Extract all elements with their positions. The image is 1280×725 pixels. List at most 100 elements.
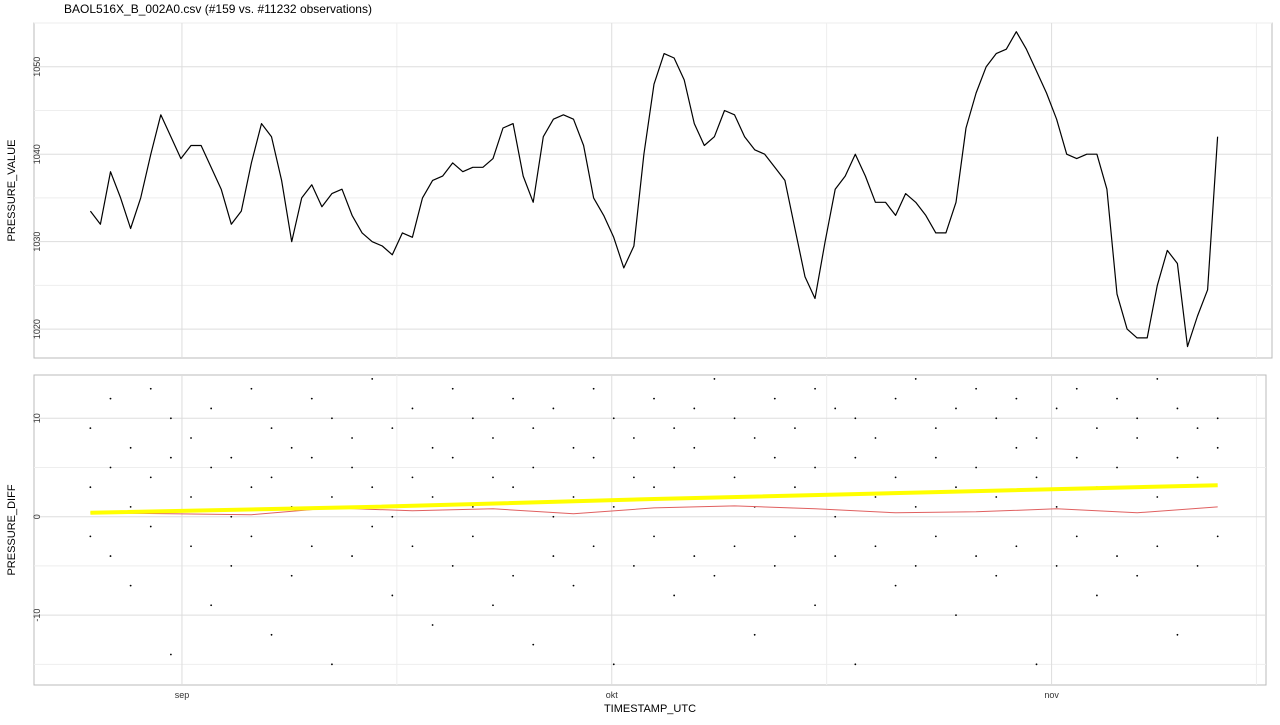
data-point [995, 417, 998, 420]
data-point [230, 515, 233, 518]
data-point [552, 407, 555, 410]
data-point [753, 633, 756, 636]
data-point [1055, 505, 1058, 508]
data-point [210, 466, 213, 469]
data-line [89, 31, 1219, 348]
data-point [1156, 378, 1159, 380]
data-point [391, 515, 394, 518]
data-point [1176, 456, 1179, 459]
data-point [512, 574, 515, 577]
y-axis-title: PRESSURE_VALUE [6, 140, 18, 242]
y-tick-label: -10 [32, 609, 42, 622]
x-tick-label: okt [606, 690, 619, 700]
data-line [90, 505, 1218, 516]
data-point [1035, 476, 1038, 479]
data-point [834, 407, 837, 410]
data-point [1196, 427, 1199, 430]
data-point [1075, 456, 1078, 459]
data-point [331, 663, 333, 666]
data-point [532, 427, 535, 430]
y-tick-label: 10 [32, 413, 42, 423]
data-point [471, 417, 474, 420]
data-point [270, 633, 273, 636]
data-point [592, 456, 595, 459]
data-point [1116, 397, 1118, 400]
data-point [552, 555, 555, 557]
data-point [713, 378, 716, 380]
data-point [331, 417, 333, 420]
data-point [592, 387, 595, 390]
data-point [310, 545, 313, 548]
data-point [894, 584, 897, 587]
y-tick-label: 1040 [32, 144, 42, 164]
y-axis-title: PRESSURE_DIFF [6, 484, 18, 575]
data-point [874, 545, 877, 548]
data-point [914, 565, 917, 567]
data-point [572, 446, 575, 449]
data-point [854, 456, 857, 459]
data-point [270, 476, 273, 479]
data-point [451, 456, 454, 459]
data-point [975, 387, 978, 390]
data-point [975, 555, 978, 557]
data-point [1075, 535, 1078, 538]
data-point [1015, 545, 1018, 548]
data-point [1136, 574, 1139, 577]
data-point [129, 446, 132, 449]
data-point [149, 525, 152, 528]
data-point [612, 505, 615, 508]
data-point [210, 604, 213, 607]
data-point [794, 535, 796, 538]
data-point [1156, 545, 1159, 548]
data-point [995, 574, 998, 577]
data-point [1075, 387, 1078, 390]
data-point [250, 535, 253, 538]
data-point [874, 496, 877, 498]
data-point [693, 446, 696, 449]
data-point [310, 456, 313, 459]
data-point [673, 594, 676, 597]
data-point [653, 535, 655, 538]
data-point [572, 496, 575, 498]
data-point [371, 525, 374, 528]
data-point [1176, 633, 1179, 636]
plot-area [33, 22, 1273, 359]
data-point [1216, 446, 1219, 449]
data-point [632, 565, 635, 567]
data-point [1156, 496, 1159, 498]
data-point [1196, 565, 1199, 567]
data-point [874, 437, 877, 439]
data-point [955, 614, 957, 617]
data-point [713, 574, 716, 577]
data-point [854, 663, 857, 666]
data-point [149, 387, 152, 390]
data-point [1096, 427, 1098, 430]
data-point [1015, 446, 1018, 449]
data-point [371, 486, 374, 489]
data-point [89, 535, 92, 538]
data-point [230, 565, 233, 567]
data-point [794, 486, 796, 489]
data-point [492, 437, 494, 439]
data-point [612, 417, 615, 420]
data-point [532, 466, 535, 469]
data-point [391, 594, 394, 597]
data-point [250, 387, 253, 390]
data-point [1196, 476, 1199, 479]
data-point [914, 505, 917, 508]
data-point [1116, 555, 1118, 557]
y-tick-label: 1020 [32, 319, 42, 339]
data-point [753, 437, 756, 439]
data-point [1176, 407, 1179, 410]
x-tick-label: nov [1044, 690, 1059, 700]
chart-title: BAOL516X_B_002A0.csv (#159 vs. #11232 ob… [64, 2, 372, 16]
y-tick-label: 1030 [32, 232, 42, 252]
data-point [572, 584, 575, 587]
data-point [290, 446, 293, 449]
data-point [492, 476, 494, 479]
data-point [1015, 397, 1018, 400]
data-point [89, 486, 92, 489]
data-point [894, 476, 897, 479]
data-point [955, 486, 957, 489]
